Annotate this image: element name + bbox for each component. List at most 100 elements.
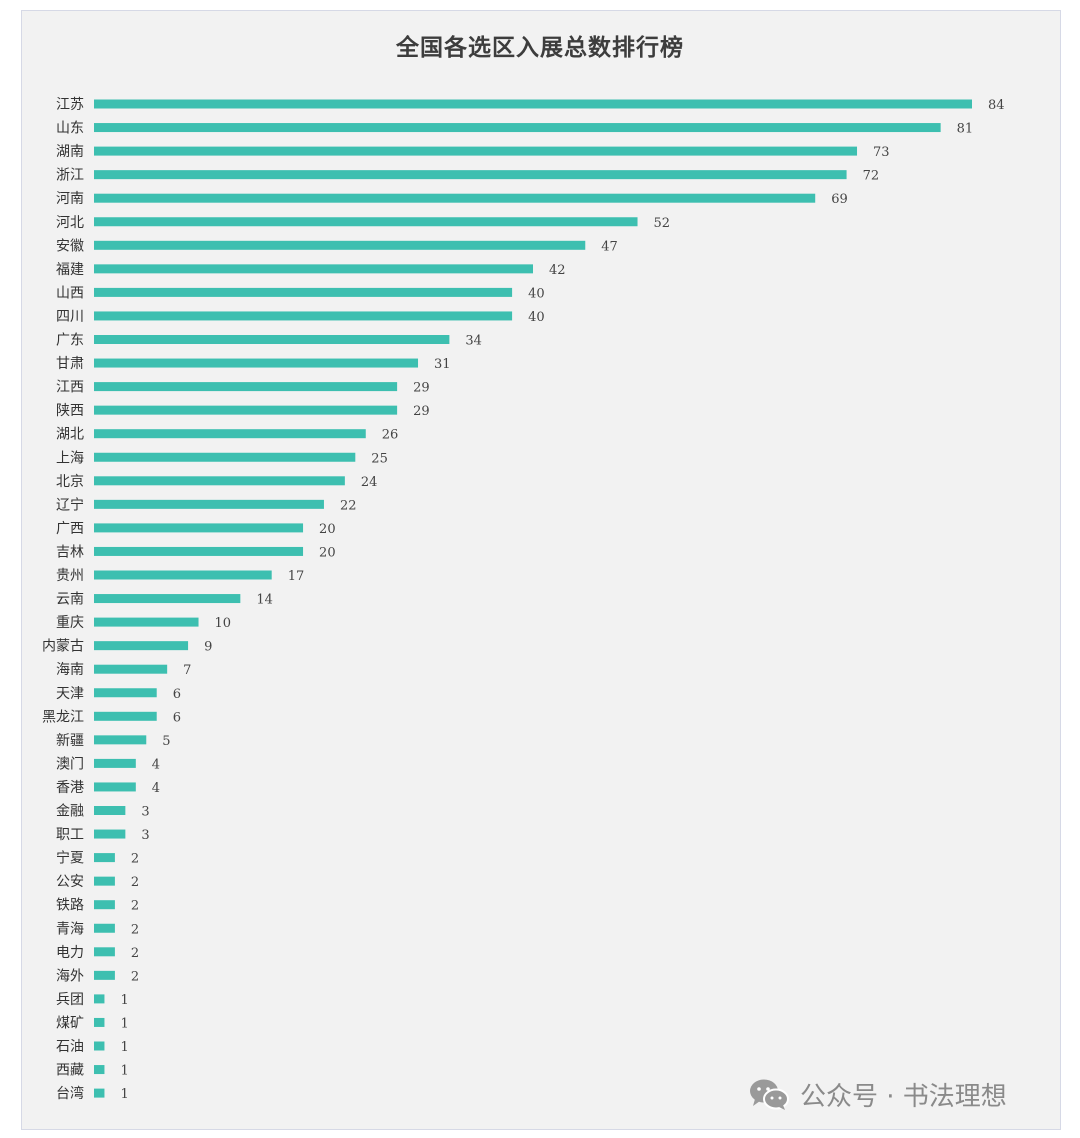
category-label: 湖南 (56, 144, 84, 160)
category-label: 公安 (56, 874, 84, 890)
data-label: 1 (120, 993, 128, 1008)
category-label: 福建 (56, 262, 84, 278)
bar (94, 994, 105, 1004)
bar (94, 1065, 105, 1075)
category-label: 西藏 (56, 1063, 84, 1079)
data-label: 47 (601, 239, 618, 254)
bar (94, 358, 419, 368)
data-label: 34 (465, 334, 482, 349)
category-label: 云南 (56, 592, 84, 608)
bar (94, 217, 638, 227)
data-label: 84 (988, 98, 1005, 113)
category-label: 河北 (56, 215, 84, 231)
category-label: 海外 (56, 968, 84, 984)
category-label: 浙江 (56, 168, 84, 184)
bar (94, 476, 345, 486)
bar (94, 311, 513, 321)
bar (94, 970, 115, 980)
category-label: 上海 (56, 450, 84, 466)
data-label: 6 (173, 687, 181, 702)
bar (94, 1041, 105, 1051)
bar (94, 523, 304, 533)
bar (94, 876, 115, 886)
bar (94, 546, 304, 556)
category-label: 内蒙古 (42, 639, 84, 655)
data-label: 72 (863, 169, 880, 184)
bar (94, 382, 398, 392)
bar (94, 711, 157, 721)
bar (94, 947, 115, 957)
bar (94, 735, 147, 745)
data-label: 1 (120, 1016, 128, 1031)
bar (94, 1088, 105, 1098)
bar (94, 452, 356, 462)
bar (94, 287, 513, 297)
bar (94, 429, 366, 439)
bar (94, 240, 586, 250)
data-label: 1 (120, 1040, 128, 1055)
category-label: 金融 (56, 804, 84, 820)
data-label: 22 (340, 498, 357, 513)
category-label: 江苏 (56, 97, 84, 113)
data-label: 20 (319, 545, 336, 560)
category-label: 宁夏 (56, 850, 84, 867)
watermark-text: 公众号 · 书法理想 (800, 1081, 1007, 1112)
data-label: 9 (204, 640, 212, 655)
bar (94, 99, 972, 109)
bar (94, 806, 126, 815)
bar (94, 1017, 105, 1027)
data-label: 81 (957, 122, 974, 137)
category-label: 天津 (56, 686, 84, 702)
category-label: 新疆 (56, 733, 84, 749)
bar (94, 499, 324, 509)
data-label: 4 (152, 781, 160, 796)
bar (94, 641, 189, 651)
category-label: 青海 (56, 921, 84, 937)
data-label: 2 (131, 852, 139, 867)
data-label: 3 (141, 828, 149, 843)
data-label: 31 (434, 357, 451, 372)
data-label: 29 (413, 404, 430, 419)
bar (94, 782, 136, 792)
category-label: 四川 (56, 309, 84, 325)
bar (94, 264, 533, 274)
data-label: 7 (183, 663, 191, 678)
category-label: 湖北 (56, 427, 84, 443)
bar (94, 146, 858, 156)
watermark: 公众号 · 书法理想 (748, 1076, 1007, 1112)
bar (94, 570, 272, 580)
bar (94, 923, 115, 933)
category-label: 江西 (56, 380, 84, 396)
bar (94, 688, 157, 698)
data-label: 4 (152, 757, 160, 772)
category-label: 陕西 (56, 403, 84, 419)
category-label: 石油 (56, 1039, 84, 1055)
category-label: 安徽 (56, 238, 84, 254)
chart-title: 全国各选区入展总数排行榜 (396, 35, 684, 61)
bar (94, 664, 168, 674)
data-label: 2 (131, 875, 139, 890)
bar (94, 853, 115, 863)
data-label: 42 (549, 263, 566, 278)
data-label: 10 (215, 616, 232, 631)
bar (94, 193, 816, 203)
data-label: 6 (173, 710, 181, 725)
category-label: 河南 (56, 191, 84, 207)
wechat-icon (750, 1079, 789, 1110)
bar (94, 405, 398, 415)
data-label: 2 (131, 899, 139, 914)
bar (94, 617, 199, 627)
bar (94, 900, 115, 910)
category-label: 广东 (56, 333, 84, 349)
data-label: 2 (131, 922, 139, 937)
category-label: 职工 (56, 827, 84, 843)
data-label: 24 (361, 475, 378, 490)
category-label: 辽宁 (56, 496, 84, 513)
bar (94, 594, 241, 604)
category-label: 香港 (56, 780, 84, 796)
data-label: 20 (319, 522, 336, 537)
data-label: 40 (528, 286, 545, 301)
category-label: 黑龙江 (42, 709, 84, 725)
category-label: 贵州 (56, 568, 84, 584)
